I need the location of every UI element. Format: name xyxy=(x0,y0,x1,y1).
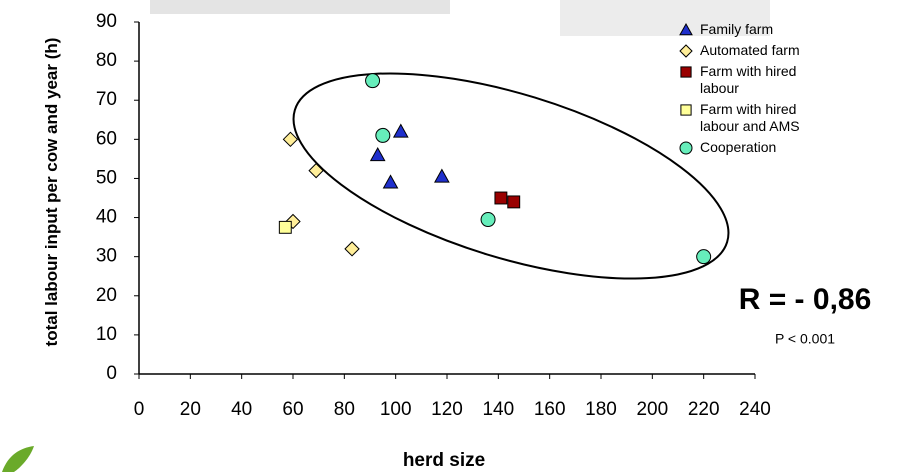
data-point xyxy=(375,127,391,143)
legend-item: Automated farm xyxy=(678,42,830,59)
data-point xyxy=(344,241,360,257)
marker xyxy=(679,44,693,58)
y-tick-label: 20 xyxy=(96,285,117,306)
data-point xyxy=(392,123,409,138)
x-tick-label: 140 xyxy=(482,399,514,420)
legend-item: Family farm xyxy=(678,21,830,38)
y-tick-label: 70 xyxy=(96,89,117,110)
x-tick-label: 200 xyxy=(636,399,668,420)
data-point xyxy=(507,195,521,209)
legend-marker xyxy=(679,44,693,58)
legend-item: Cooperation xyxy=(678,139,830,156)
data-point xyxy=(480,212,496,228)
y-tick-label: 90 xyxy=(96,11,117,32)
y-tick-label: 80 xyxy=(96,50,117,71)
legend-label: Farm with hired labour and AMS xyxy=(700,101,800,134)
x-tick-label: 160 xyxy=(534,399,566,420)
legend-label: Family farm xyxy=(700,21,774,37)
legend-label: Automated farm xyxy=(700,42,800,58)
data-point xyxy=(308,162,324,179)
x-tick-label: 120 xyxy=(431,399,463,420)
y-tick-label: 40 xyxy=(96,207,117,228)
data-point xyxy=(696,249,712,265)
legend-marker xyxy=(680,104,692,116)
y-tick-label: 50 xyxy=(96,167,117,188)
x-tick-label: 40 xyxy=(231,399,252,420)
data-point xyxy=(382,174,399,189)
background-photo xyxy=(150,0,450,14)
marker xyxy=(679,22,693,36)
y-axis-label: total labour input per cow and year (h) xyxy=(42,37,61,347)
legend-marker xyxy=(680,66,692,78)
y-tick-label: 10 xyxy=(96,324,117,345)
y-tick-label: 30 xyxy=(96,246,117,267)
x-tick-label: 100 xyxy=(380,399,412,420)
x-tick-label: 180 xyxy=(585,399,617,420)
data-point xyxy=(494,191,508,205)
x-tick-label: 220 xyxy=(688,399,720,420)
legend-item: Farm with hired labour xyxy=(678,63,830,97)
background-photo xyxy=(560,0,770,36)
data-point xyxy=(278,220,292,234)
x-tick-label: 0 xyxy=(134,399,145,420)
x-tick-label: 60 xyxy=(282,399,303,420)
x-tick-label: 80 xyxy=(334,399,355,420)
legend-label: Farm with hired labour xyxy=(700,63,797,96)
r-annotation: R = - 0,86 xyxy=(739,283,872,316)
legend-marker xyxy=(679,22,693,36)
marker xyxy=(680,104,692,116)
y-tick-label: 60 xyxy=(96,128,117,149)
cluster-ellipse xyxy=(292,72,730,280)
data-point xyxy=(282,131,299,148)
logo-leaf xyxy=(2,446,34,472)
legend: Family farm Automated farm Farm with hired… xyxy=(678,21,830,160)
legend-label: Cooperation xyxy=(700,139,777,155)
marker xyxy=(680,66,692,78)
marker xyxy=(679,141,693,155)
x-tick-label: 20 xyxy=(180,399,201,420)
x-tick-label: 240 xyxy=(739,399,771,420)
y-tick-label: 0 xyxy=(106,363,117,384)
legend-marker xyxy=(679,141,693,155)
data-point xyxy=(434,168,450,183)
data-point xyxy=(365,73,381,89)
data-point xyxy=(369,146,386,162)
p-annotation: P < 0.001 xyxy=(775,331,835,347)
legend-item: Farm with hired labour and AMS xyxy=(678,101,830,135)
x-axis-label: herd size xyxy=(403,450,485,471)
